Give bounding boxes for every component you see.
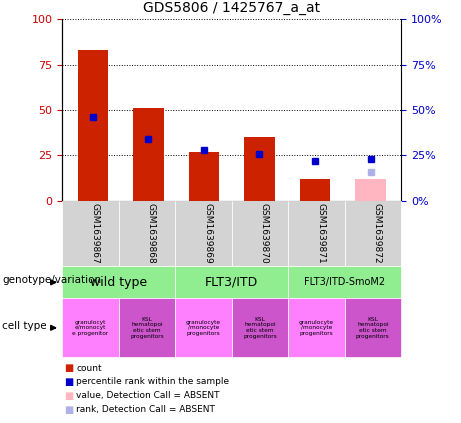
Text: ■: ■ — [65, 391, 74, 401]
Bar — [133, 108, 164, 201]
Text: rank, Detection Call = ABSENT: rank, Detection Call = ABSENT — [76, 405, 215, 415]
Text: GSM1639871: GSM1639871 — [316, 203, 325, 264]
Text: percentile rank within the sample: percentile rank within the sample — [76, 377, 229, 387]
Text: granulocyt
e/monocyt
e progenitor: granulocyt e/monocyt e progenitor — [72, 319, 109, 336]
Text: genotype/variation: genotype/variation — [2, 275, 101, 285]
Text: GSM1639868: GSM1639868 — [147, 203, 156, 264]
Text: KSL
hematopoi
etic stem
progenitors: KSL hematopoi etic stem progenitors — [130, 317, 164, 339]
Text: KSL
hematopoi
etic stem
progenitors: KSL hematopoi etic stem progenitors — [243, 317, 277, 339]
Text: GSM1639869: GSM1639869 — [203, 203, 213, 264]
Text: GSM1639867: GSM1639867 — [90, 203, 100, 264]
Bar — [244, 137, 275, 201]
Text: granulocyte
/monocyte
progenitors: granulocyte /monocyte progenitors — [299, 319, 334, 336]
Text: FLT3/ITD: FLT3/ITD — [205, 276, 258, 289]
Text: KSL
hematopoi
etic stem
progenitors: KSL hematopoi etic stem progenitors — [356, 317, 390, 339]
Text: wild type: wild type — [90, 276, 147, 289]
Text: ■: ■ — [65, 377, 74, 387]
Text: granulocyte
/monocyte
progenitors: granulocyte /monocyte progenitors — [186, 319, 221, 336]
Title: GDS5806 / 1425767_a_at: GDS5806 / 1425767_a_at — [143, 1, 320, 15]
Bar — [77, 50, 108, 201]
Text: FLT3/ITD-SmoM2: FLT3/ITD-SmoM2 — [304, 277, 385, 287]
Bar — [189, 152, 219, 201]
Text: count: count — [76, 363, 102, 373]
Text: ■: ■ — [65, 363, 74, 373]
Text: GSM1639870: GSM1639870 — [260, 203, 269, 264]
Text: value, Detection Call = ABSENT: value, Detection Call = ABSENT — [76, 391, 219, 401]
Bar — [300, 179, 330, 201]
Bar — [355, 179, 386, 201]
Text: cell type: cell type — [2, 321, 47, 331]
Text: GSM1639872: GSM1639872 — [373, 203, 382, 264]
Text: ■: ■ — [65, 405, 74, 415]
